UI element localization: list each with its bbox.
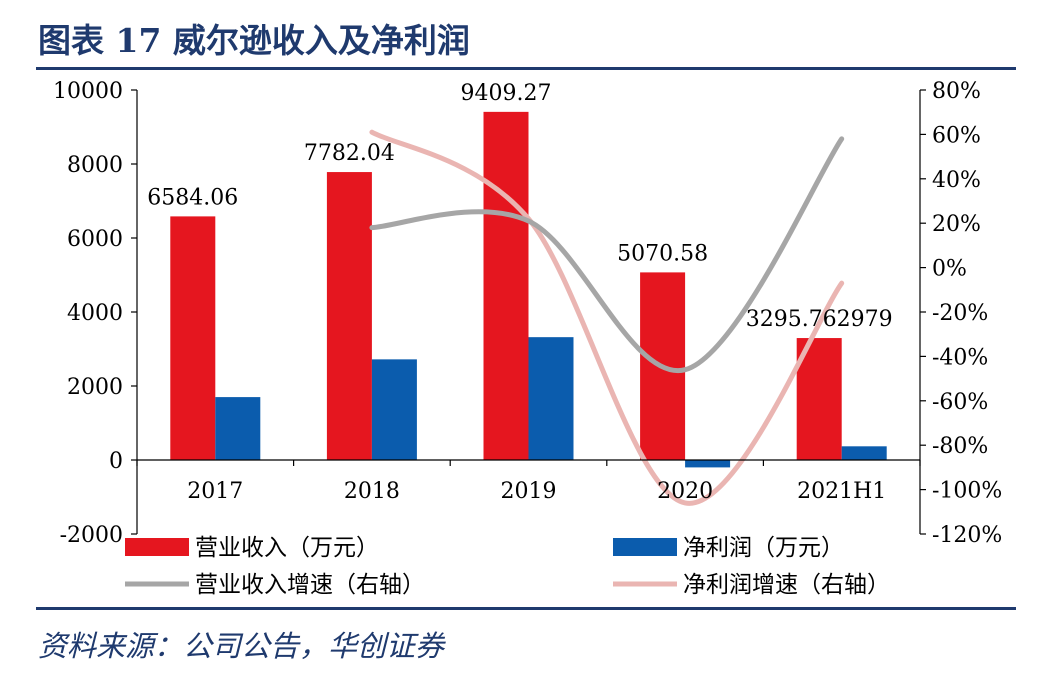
legend-label-0: 营业收入（万元） (195, 535, 379, 561)
y-tick-label: 0 (109, 449, 123, 474)
revenue-bar-2018 (326, 172, 372, 460)
y2-tick-label: -20% (932, 301, 988, 326)
y2-tick-label: -120% (932, 523, 1002, 548)
revenue-data-label: 5070.58 (617, 241, 708, 266)
y-tick-label: -2000 (60, 523, 123, 548)
legend-swatch-0 (125, 538, 189, 556)
y-tick-label: 2000 (67, 375, 123, 400)
legend-label-2: 营业收入增速（右轴） (195, 572, 425, 598)
profit-growth-line (369, 129, 845, 506)
profit-bar-2017 (215, 397, 261, 460)
y-tick-label: 10000 (53, 79, 123, 104)
labels-layer: 6584.06 2017 7782.04 2018 9409.27 2019 5070.58… (53, 79, 1002, 548)
profit-bar-2021H1 (841, 446, 887, 460)
y-tick-label: 6000 (67, 227, 123, 252)
y2-tick-label: 40% (932, 168, 981, 193)
revenue-growth-line (369, 136, 845, 374)
legend-label-3: 净利润增速（右轴） (683, 572, 890, 598)
y2-tick-label: -80% (932, 434, 988, 459)
lines-layer (369, 129, 845, 506)
source-note: 资料来源：公司公告，华创证券 (38, 629, 445, 663)
figure-title: 图表 17 威尔逊收入及净利润 (38, 21, 470, 60)
axes-layer (131, 89, 926, 535)
bars-layer (170, 111, 887, 468)
y2-tick-label: 60% (932, 123, 981, 148)
x-tick-label: 2018 (344, 479, 400, 504)
footer-divider (36, 607, 1016, 610)
y-tick-label: 4000 (67, 301, 123, 326)
x-tick-label: 2019 (501, 479, 557, 504)
profit-bar-2020 (685, 460, 731, 468)
revenue-data-label: 6584.06 (147, 185, 238, 210)
title-divider (36, 67, 1016, 70)
legend: 营业收入（万元） 净利润（万元） 营业收入增速（右轴） 净利润增速（右轴） (125, 535, 890, 598)
y2-tick-label: -60% (932, 390, 988, 415)
legend-label-1: 净利润（万元） (683, 535, 844, 561)
revenue-data-label: 3295.762979 (746, 307, 893, 332)
x-tick-label: 2020 (657, 479, 713, 504)
y-tick-label: 8000 (67, 153, 123, 178)
revenue-data-label: 7782.04 (304, 141, 395, 166)
legend-swatch-1 (613, 538, 677, 556)
profit-bar-2018 (371, 359, 417, 460)
revenue-bar-2017 (170, 216, 216, 460)
profit-bar-2019 (528, 337, 574, 460)
y2-tick-label: 0% (932, 257, 967, 282)
chart-area: 6584.06 2017 7782.04 2018 9409.27 2019 5070.58… (53, 79, 1002, 598)
revenue-bar-2021H1 (796, 338, 842, 460)
revenue-data-label: 9409.27 (461, 81, 552, 106)
y2-tick-label: 20% (932, 212, 981, 237)
x-tick-label: 2021H1 (797, 479, 886, 504)
y2-tick-label: -40% (932, 345, 988, 370)
revenue-bar-2019 (483, 111, 529, 461)
x-tick-label: 2017 (187, 479, 243, 504)
y2-tick-label: -100% (932, 479, 1002, 504)
y2-tick-label: 80% (932, 79, 981, 104)
